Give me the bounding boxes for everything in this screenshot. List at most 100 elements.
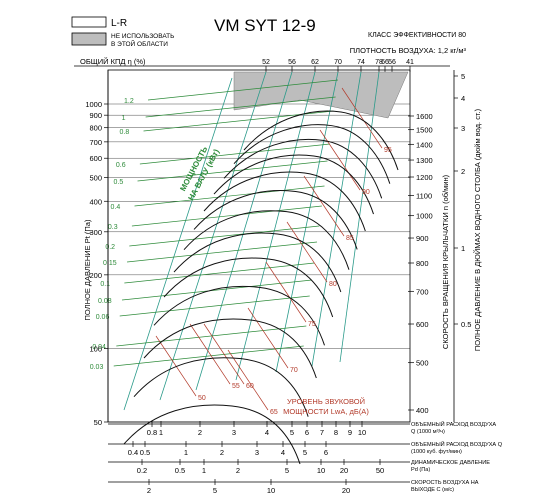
power-line (124, 262, 315, 284)
pressure-curve (183, 210, 350, 270)
efficiency-lines (123, 71, 380, 411)
power-line (139, 143, 330, 165)
power-line-label: 0.8 (120, 129, 130, 136)
power-line-label: 0.1 (100, 281, 110, 288)
noise-line (265, 261, 307, 323)
pressure-curve (173, 232, 342, 293)
legend-not-use-label-1: НЕ ИСПОЛЬЗОВАТЬ (111, 33, 174, 40)
efficiency-line (159, 71, 267, 401)
speed-tick-label: 500 (416, 359, 429, 368)
noise-axis-label: УРОВЕНЬ ЗВУКОВОЙ (287, 397, 365, 406)
power-line-label: 0.03 (90, 364, 104, 371)
pressure-tick-label: 500 (89, 174, 102, 183)
noise-line-label: 90 (362, 189, 370, 196)
efficiency-tick-label: 66 (381, 59, 389, 66)
bottom-scale-tick-label: 0.2 (137, 466, 147, 475)
pressure-curve (123, 404, 301, 465)
bottom-scale-tick-label: 2 (220, 448, 224, 457)
bottom-scale-label-2: (1000 куб. фут/мин) (411, 449, 462, 455)
legend-not-use-label-2: В ЭТОЙ ОБЛАСТИ (111, 39, 168, 48)
legend-lr-swatch (71, 16, 107, 28)
bottom-scale-tick-label: 0.5 (175, 466, 185, 475)
power-line (116, 325, 307, 347)
noise-line (286, 221, 328, 283)
inch-tick-label: 5 (461, 72, 465, 81)
pressure-curve (203, 171, 366, 232)
power-line-label: 0.2 (105, 244, 115, 251)
power-line-label: 0.4 (111, 204, 121, 211)
pressure-curves (123, 110, 399, 465)
noise-line-label: 95 (384, 147, 392, 154)
noise-line (247, 307, 289, 369)
inch-axis: 0.5 1 2 3 4 5 (454, 72, 471, 329)
pressure-curve (243, 110, 399, 171)
noise-line-label: 65 (270, 409, 278, 416)
bottom-scale-tick-label: 1 (159, 428, 163, 437)
pressure-curve (153, 285, 325, 346)
bottom-scale-tick-label: 7 (320, 428, 324, 437)
bottom-scale-tick-label: 5 (290, 428, 294, 437)
bottom-scale-label: ОБЪЕМНЫЙ РАСХОД ВОЗДУХА Q (411, 440, 503, 448)
pressure-tick-label: 100 (89, 344, 102, 353)
bottom-scale-tick-label: 0.8 (147, 428, 157, 437)
efficiency-tick-label: 52 (262, 59, 270, 66)
speed-tick-label: 600 (416, 320, 429, 329)
noise-line (155, 335, 197, 397)
bottom-scale-tick-label: 5 (213, 486, 217, 495)
bottom-scale-tick-label: 9 (348, 428, 352, 437)
speed-tick-label: 800 (416, 259, 429, 268)
grid (108, 103, 410, 423)
noise-line (319, 129, 361, 191)
pressure-axis-label: ПОЛНОЕ ДАВЛЕНИЕ Pt (Па) (83, 219, 92, 320)
noise-line (303, 175, 345, 237)
pressure-axis-left: 50 100 200 300 400 500 600 700 800 900 1000 (85, 70, 109, 427)
power-line-label: 0.06 (96, 314, 110, 321)
efficiency-tick-label: 41 (406, 59, 414, 66)
bottom-scale-tick-label: 5 (285, 466, 289, 475)
bottom-scale-label: ДИНАМИЧЕСКОЕ ДАВЛЕНИЕ (411, 460, 490, 466)
efficiency-line (235, 71, 316, 381)
power-line-label: 1.2 (124, 98, 134, 105)
efficiency-tick-label: 70 (334, 59, 342, 66)
power-line (137, 160, 328, 182)
power-line (131, 205, 322, 227)
bottom-scale-tick-label: 6 (305, 428, 309, 437)
efficiency-line (311, 71, 362, 367)
bottom-scale-tick-label: 2 (198, 428, 202, 437)
bottom-scale-label-2: Pd (Па) (411, 467, 430, 473)
pressure-tick-label: 600 (89, 154, 102, 163)
inch-tick-label: 2 (461, 167, 465, 176)
air-density: ПЛОТНОСТЬ ВОЗДУХА: 1,2 кг/м³ (350, 46, 467, 55)
noise-axis-label-2: МОЩНОСТИ LwA, дБ(А) (283, 407, 369, 416)
bottom-scale-tick-label: 5 (303, 448, 307, 457)
speed-tick-label: 1300 (416, 156, 433, 165)
speed-tick-label: 400 (416, 406, 429, 415)
power-line (127, 241, 318, 263)
bottom-scale-tick-label: 2 (236, 466, 240, 475)
noise-labels: 95 90 85 80 75 70 65 60 55 50 (198, 147, 392, 416)
bottom-scale-tick-label: 10 (317, 466, 325, 475)
power-line (129, 225, 320, 247)
bottom-scale-label-2: Q (1000 м³/ч) (411, 429, 445, 435)
noise-lines (155, 87, 383, 411)
efficiency-class: КЛАСС ЭФФЕКТИВНОСТИ 80 (368, 32, 466, 39)
bottom-scale-tick-label: 1 (184, 448, 188, 457)
bottom-scale-label: СКОРОСТЬ ВОЗДУХА НА (411, 480, 479, 486)
model-title: VM SYT 12-9 (214, 16, 316, 35)
efficiency-tick-label: 56 (288, 59, 296, 66)
efficiency-line (195, 71, 293, 391)
inch-tick-label: 0.5 (461, 320, 471, 329)
power-line (147, 79, 339, 101)
speed-tick-label: 1500 (416, 126, 433, 135)
bottom-scale-tick-label: 50 (376, 466, 384, 475)
power-labels: 1.2 1 0.8 0.6 0.5 0.4 0.3 0.2 0.15 0.1 0.08 0.06 0.0… (90, 98, 134, 371)
noise-line-label: 60 (246, 383, 254, 390)
pressure-curve (133, 357, 309, 417)
bottom-scale-tick-label: 10 (358, 428, 366, 437)
speed-tick-label: 700 (416, 287, 429, 296)
noise-line-label: 80 (329, 281, 337, 288)
power-line (134, 185, 325, 207)
legend-not-use-swatch (71, 32, 107, 46)
efficiency-line (275, 71, 339, 373)
